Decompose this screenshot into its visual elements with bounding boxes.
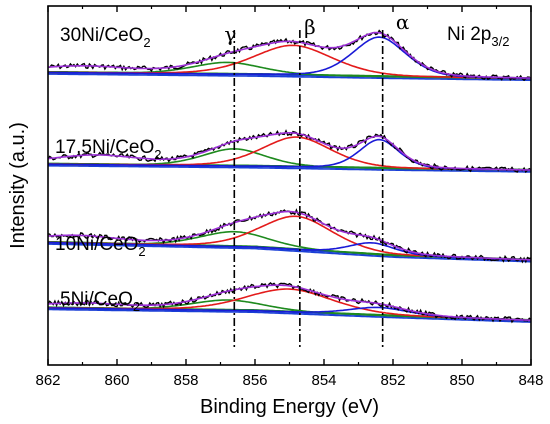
background-line	[47, 243, 532, 263]
annotations: γ β α 30Ni/CeO2 17.5Ni/CeO2 10Ni/CeO2 5Ni/CeO2…	[55, 10, 509, 348]
sample-label-1: 17.5Ni/CeO2	[55, 137, 162, 162]
x-tick-label: 848	[518, 372, 543, 389]
x-tick-label: 854	[311, 372, 336, 389]
x-tick-label: 858	[173, 372, 198, 389]
region-label: Ni 2p3/2	[447, 24, 509, 49]
peak-label-2: α	[396, 10, 410, 34]
envelope-curve	[47, 132, 531, 171]
sample-label-0: 30Ni/CeO2	[60, 25, 151, 50]
x-axis-title: Binding Energy (eV)	[200, 396, 379, 418]
sample-label-3: 5Ni/CeO2	[60, 289, 140, 314]
peak-label-1: β	[304, 15, 316, 39]
x-tick-label: 850	[449, 372, 474, 389]
sample-label-2: 10Ni/CeO2	[55, 234, 146, 259]
panel-3	[47, 281, 532, 324]
x-tick-label: 862	[35, 372, 60, 389]
axes: 862 860 858 856 854 852 850 848 Binding Energy (…	[7, 5, 544, 418]
envelope-curve	[47, 31, 531, 79]
x-tick-label: 856	[242, 372, 267, 389]
panel-1	[47, 129, 532, 174]
peak-label-0: γ	[224, 22, 236, 46]
y-axis-title: Intensity (a.u.)	[7, 122, 29, 249]
x-tick-label: 860	[104, 372, 129, 389]
panel-0	[47, 29, 532, 82]
envelope-curve	[47, 284, 532, 322]
background-line	[47, 73, 532, 82]
background-line	[48, 308, 531, 323]
background-line	[47, 164, 531, 173]
x-tick-label: 852	[380, 372, 405, 389]
plot-area	[47, 29, 532, 324]
panel-2	[47, 208, 532, 264]
envelope-curve	[47, 210, 531, 261]
